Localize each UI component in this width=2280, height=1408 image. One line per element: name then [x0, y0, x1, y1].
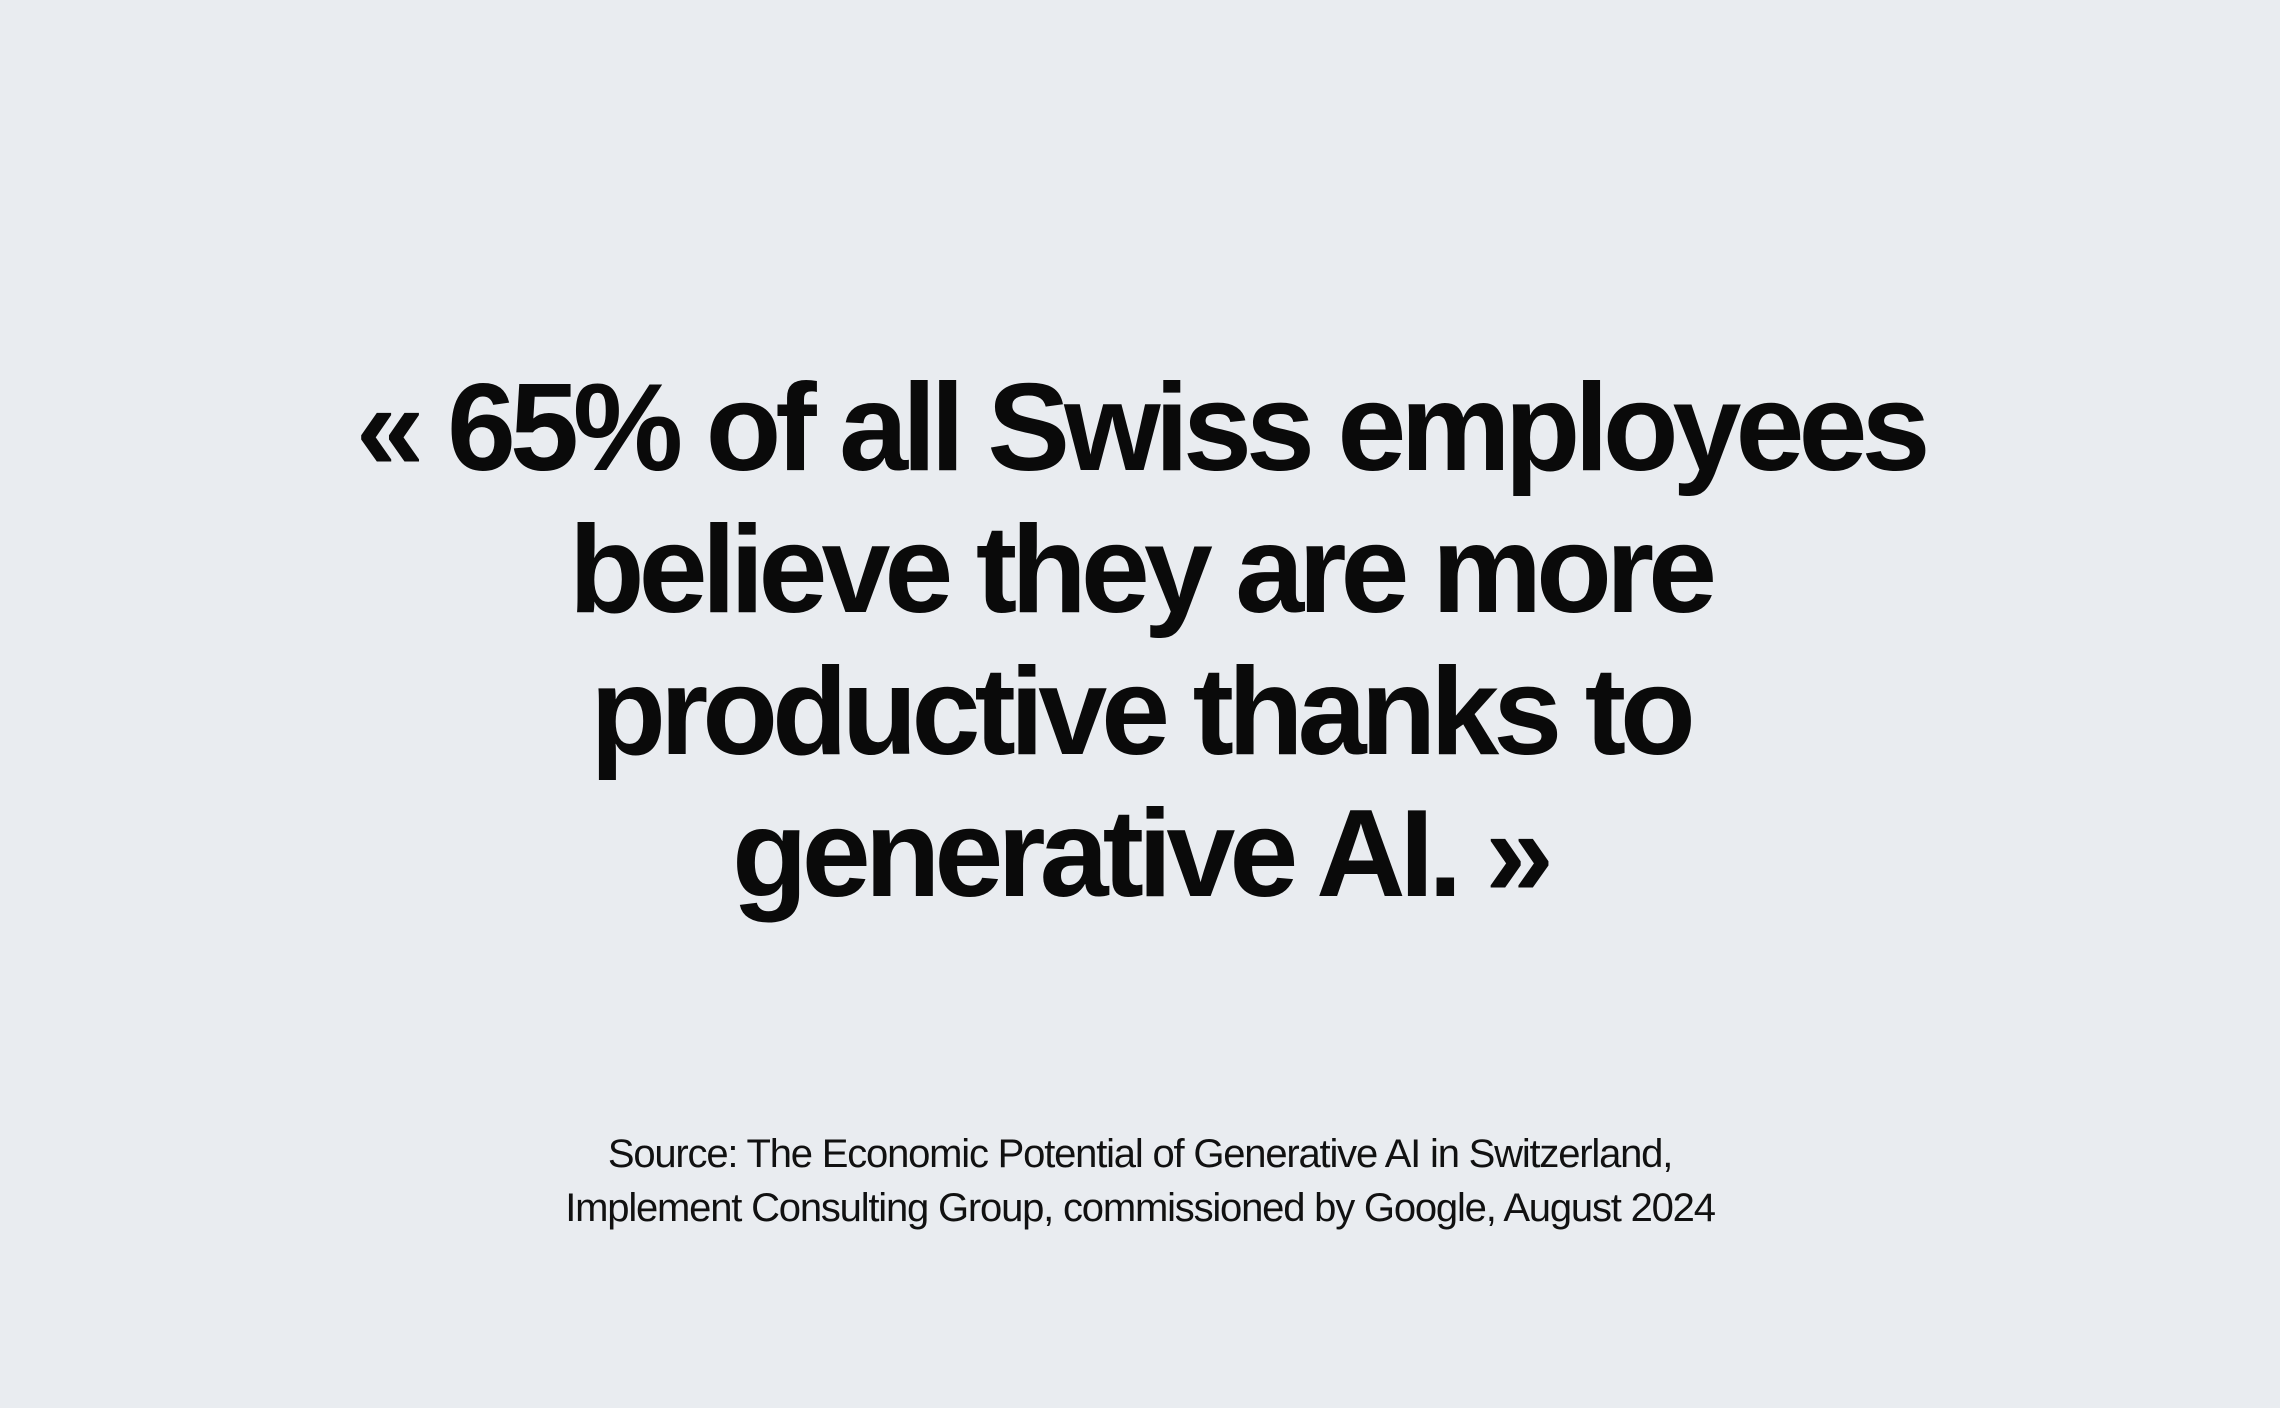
quote-line: generative AI. » [731, 785, 1554, 923]
source-line: Implement Consulting Group, commissioned… [565, 1186, 1716, 1230]
quote-line: « 65% of all Swiss employees [355, 359, 1931, 497]
source-line: Source: The Economic Potential of Genera… [607, 1132, 1673, 1176]
quote-line: believe they are more [568, 501, 1717, 639]
quote-line: productive thanks to [590, 643, 1695, 781]
